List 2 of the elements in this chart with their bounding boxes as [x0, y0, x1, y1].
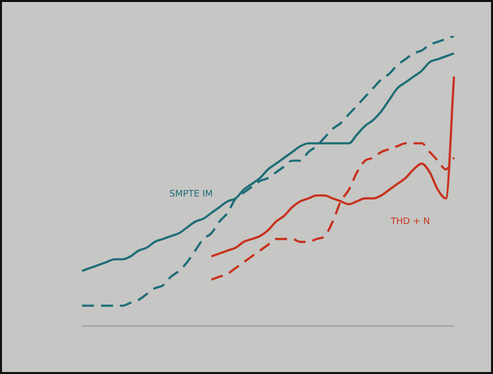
annotation: SMPTE IM [169, 189, 213, 200]
annotation: THD + N [390, 216, 430, 227]
